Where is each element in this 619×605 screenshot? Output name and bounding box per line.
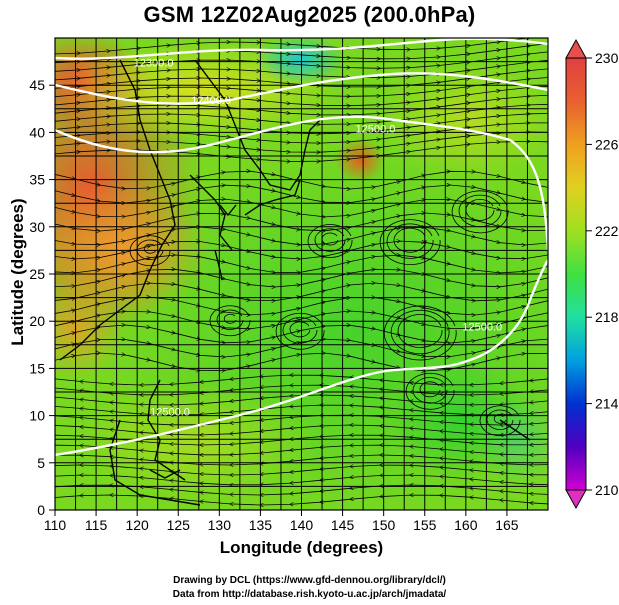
colorbar-ticks: 210 214 218 222 226 230	[586, 50, 619, 498]
x-axis-label: Longitude (degrees)	[219, 538, 384, 557]
temperature-field: 12500.0 12500.0 12300.0 12400.0 12500.0	[55, 38, 548, 510]
y-tick-label: 40	[29, 124, 45, 140]
streamline	[419, 381, 441, 398]
x-tick-label: 150	[372, 517, 396, 533]
x-tick-label: 115	[85, 517, 108, 533]
y-tick-label: 35	[29, 172, 45, 188]
colorbar-tick-label: 218	[595, 309, 619, 325]
contour-label: 12500.0	[356, 123, 396, 135]
x-tick-label: 155	[413, 517, 437, 533]
streamline	[55, 475, 548, 485]
x-tick-label: 165	[495, 517, 519, 533]
streamline	[55, 495, 548, 505]
x-tick-label: 125	[167, 517, 191, 533]
credits-data: Data from http://database.rish.kyoto-u.a…	[172, 589, 447, 600]
y-tick-label: 30	[29, 219, 45, 235]
y-axis-ticks: 0 5 10 15 20 25 30 35 40 45	[29, 77, 55, 518]
colorbar-tick-label: 214	[595, 396, 619, 412]
contour-label: 12400.0	[191, 95, 231, 107]
contour-12400	[55, 72, 548, 105]
colorbar-bottom-arrow	[565, 489, 587, 510]
streamline	[55, 465, 548, 475]
y-tick-label: 15	[29, 360, 45, 376]
height-contours	[55, 38, 548, 457]
contour-12500-north	[55, 115, 548, 251]
streamline	[55, 353, 548, 371]
wind-streamlines	[55, 38, 548, 505]
colorbar-tick-label: 222	[595, 223, 619, 239]
colorbar-top-arrow	[565, 38, 587, 59]
contour-label: 12300.0	[134, 57, 174, 69]
contour-labels: 12500.0 12500.0 12300.0 12400.0 12500.0	[134, 57, 502, 418]
x-tick-label: 160	[454, 517, 478, 533]
y-tick-label: 25	[29, 266, 45, 282]
colorbar-tick-label: 210	[595, 482, 619, 498]
contour-12500-south	[55, 259, 548, 457]
chart-title: GSM 12Z02Aug2025 (200.0hPa)	[143, 2, 476, 27]
x-tick-label: 120	[125, 517, 149, 533]
colorbar-tick-label: 226	[595, 136, 619, 152]
streamline	[405, 372, 455, 410]
x-tick-label: 135	[249, 517, 273, 533]
colorbar-tick-label: 230	[595, 50, 619, 66]
y-axis-label: Latitude (degrees)	[8, 198, 27, 346]
contour-label: 12500.0	[462, 322, 502, 334]
credits-drawing: Drawing by DCL (https://www.gfd-dennou.o…	[173, 575, 446, 586]
x-tick-label: 145	[331, 517, 355, 533]
x-tick-label: 110	[44, 517, 67, 533]
y-tick-label: 5	[37, 455, 45, 471]
y-tick-label: 0	[37, 502, 45, 518]
colorbar: 210 214 218 222 226 230	[565, 38, 619, 510]
streamline	[55, 141, 548, 161]
colorbar-body	[565, 57, 587, 491]
x-tick-label: 130	[208, 517, 232, 533]
coastlines	[59, 59, 531, 506]
x-axis-ticks: 110 115 120 125 130 135 140 145 150 155 160 165	[44, 510, 519, 533]
y-tick-label: 20	[29, 313, 45, 329]
streamline	[412, 377, 448, 404]
streamline	[486, 409, 514, 430]
contour-label: 12500.0	[150, 407, 190, 419]
y-tick-label: 10	[29, 408, 45, 424]
y-tick-label: 45	[29, 77, 45, 93]
gridlines	[55, 38, 548, 510]
x-tick-label: 140	[290, 517, 314, 533]
contour-12300	[55, 38, 548, 60]
